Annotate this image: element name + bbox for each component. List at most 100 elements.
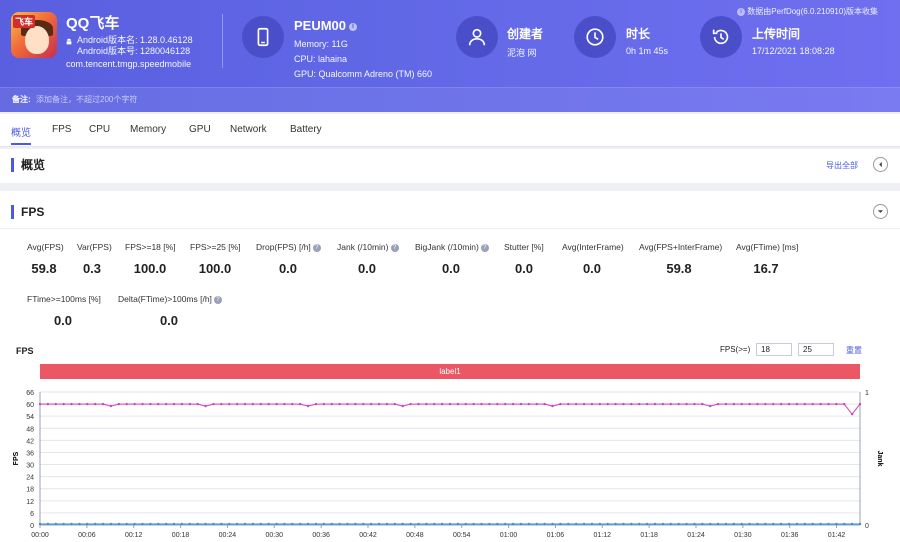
series-line-fps — [40, 403, 861, 415]
data-point-jank — [243, 522, 247, 526]
data-point-jank — [267, 522, 270, 526]
fps-threshold-label: FPS(>=) — [720, 345, 751, 354]
data-point-jank — [567, 522, 570, 526]
help-icon[interactable]: ? — [390, 243, 399, 252]
tab-cpu[interactable]: CPU — [89, 124, 111, 135]
tab-battery[interactable]: Battery — [290, 124, 322, 135]
data-point-jank — [369, 522, 373, 526]
data-point-fps — [377, 402, 381, 406]
help-icon[interactable]: ? — [312, 243, 321, 252]
data-point-fps — [425, 402, 428, 406]
tab-memory[interactable]: Memory — [130, 124, 167, 135]
data-point-jank — [117, 522, 121, 526]
data-point-fps — [764, 402, 767, 406]
remark-label: 备注: — [12, 95, 31, 104]
data-point-fps — [519, 402, 523, 406]
data-point-fps — [417, 402, 420, 406]
data-point-jank — [298, 522, 302, 526]
data-point-fps — [756, 402, 759, 406]
data-point-fps — [93, 402, 97, 406]
x-tick-label: 00:48 — [406, 532, 424, 539]
x-tick-label: 00:30 — [266, 532, 284, 539]
upload-value: 17/12/2021 18:08:28 — [752, 46, 835, 56]
data-point-jank — [543, 522, 546, 526]
data-point-jank — [228, 522, 231, 526]
data-point-fps — [125, 402, 128, 406]
data-point-fps — [480, 402, 483, 406]
x-tick-label: 00:36 — [312, 532, 330, 539]
data-point-fps — [661, 402, 665, 406]
data-point-jank — [843, 522, 846, 526]
tab-overview[interactable]: 概览 — [11, 124, 31, 145]
fps-section-divider — [0, 228, 900, 229]
data-point-fps — [835, 402, 838, 406]
data-point-jank — [732, 522, 736, 526]
duration-title: 时长 — [626, 27, 651, 41]
data-point-fps — [638, 402, 641, 406]
data-point-fps — [456, 402, 460, 406]
data-point-jank — [425, 522, 428, 526]
data-point-fps — [582, 402, 586, 406]
x-tick-label: 00:00 — [31, 532, 49, 539]
data-point-jank — [748, 522, 751, 526]
help-icon[interactable]: ? — [480, 243, 489, 252]
fps-threshold-2-input[interactable] — [798, 343, 834, 356]
tab-fps[interactable]: FPS — [52, 124, 72, 135]
remark-input[interactable]: 添加备注，不超过200个字符 — [36, 95, 138, 104]
data-point-fps — [196, 402, 199, 406]
data-point-fps — [212, 402, 215, 406]
y-tick-label: 24 — [26, 475, 34, 482]
data-point-jank — [559, 522, 562, 526]
data-point-fps — [86, 402, 89, 406]
x-tick-label: 01:24 — [687, 532, 705, 539]
data-point-jank — [622, 522, 625, 526]
data-point-fps — [385, 402, 389, 406]
data-point-jank — [669, 522, 672, 526]
x-tick-label: 01:42 — [828, 532, 846, 539]
help-icon[interactable]: ? — [213, 295, 222, 304]
data-point-fps — [220, 402, 223, 406]
data-point-jank — [835, 522, 838, 526]
data-point-jank — [86, 522, 89, 526]
x-tick-label: 00:42 — [359, 532, 377, 539]
x-tick-label: 01:30 — [734, 532, 752, 539]
data-point-fps — [716, 402, 720, 406]
x-tick-label: 01:12 — [594, 532, 612, 539]
data-point-jank — [409, 522, 412, 526]
data-point-fps — [346, 402, 349, 406]
data-point-fps — [141, 402, 144, 406]
data-point-fps — [409, 402, 412, 406]
data-point-jank — [488, 522, 491, 526]
data-point-fps — [164, 402, 168, 406]
data-point-fps — [101, 402, 105, 406]
device-info-icon[interactable]: i — [349, 22, 358, 31]
data-point-fps — [740, 402, 743, 406]
data-point-jank — [574, 522, 578, 526]
label-bar[interactable]: label1 — [40, 364, 860, 379]
tab-network[interactable]: Network — [230, 124, 267, 135]
data-point-jank — [149, 522, 152, 526]
collapse-left-button[interactable] — [873, 157, 888, 172]
data-point-jank — [740, 522, 743, 526]
data-point-jank — [480, 522, 483, 526]
data-point-jank — [204, 522, 207, 526]
tab-gpu[interactable]: GPU — [189, 124, 211, 135]
data-point-jank — [164, 522, 168, 526]
data-point-fps — [622, 402, 625, 406]
x-tick-label: 00:18 — [172, 532, 190, 539]
data-point-jank — [827, 522, 830, 526]
device-gpu: GPU: Qualcomm Adreno (TM) 660 — [294, 69, 433, 79]
data-point-jank — [858, 522, 862, 526]
data-point-fps — [559, 402, 562, 406]
reset-link[interactable]: 重置 — [846, 346, 862, 355]
export-all-link[interactable]: 导出全部 — [826, 161, 858, 170]
x-tick-label: 00:54 — [453, 532, 471, 539]
y2-tick-label: 0 — [865, 523, 869, 530]
data-point-jank — [346, 522, 349, 526]
data-point-fps — [109, 404, 113, 408]
data-point-fps — [669, 402, 672, 406]
collapse-down-button[interactable] — [873, 204, 888, 219]
fps-threshold-1-input[interactable] — [756, 343, 792, 356]
data-point-jank — [716, 522, 720, 526]
data-point-fps — [251, 402, 255, 406]
